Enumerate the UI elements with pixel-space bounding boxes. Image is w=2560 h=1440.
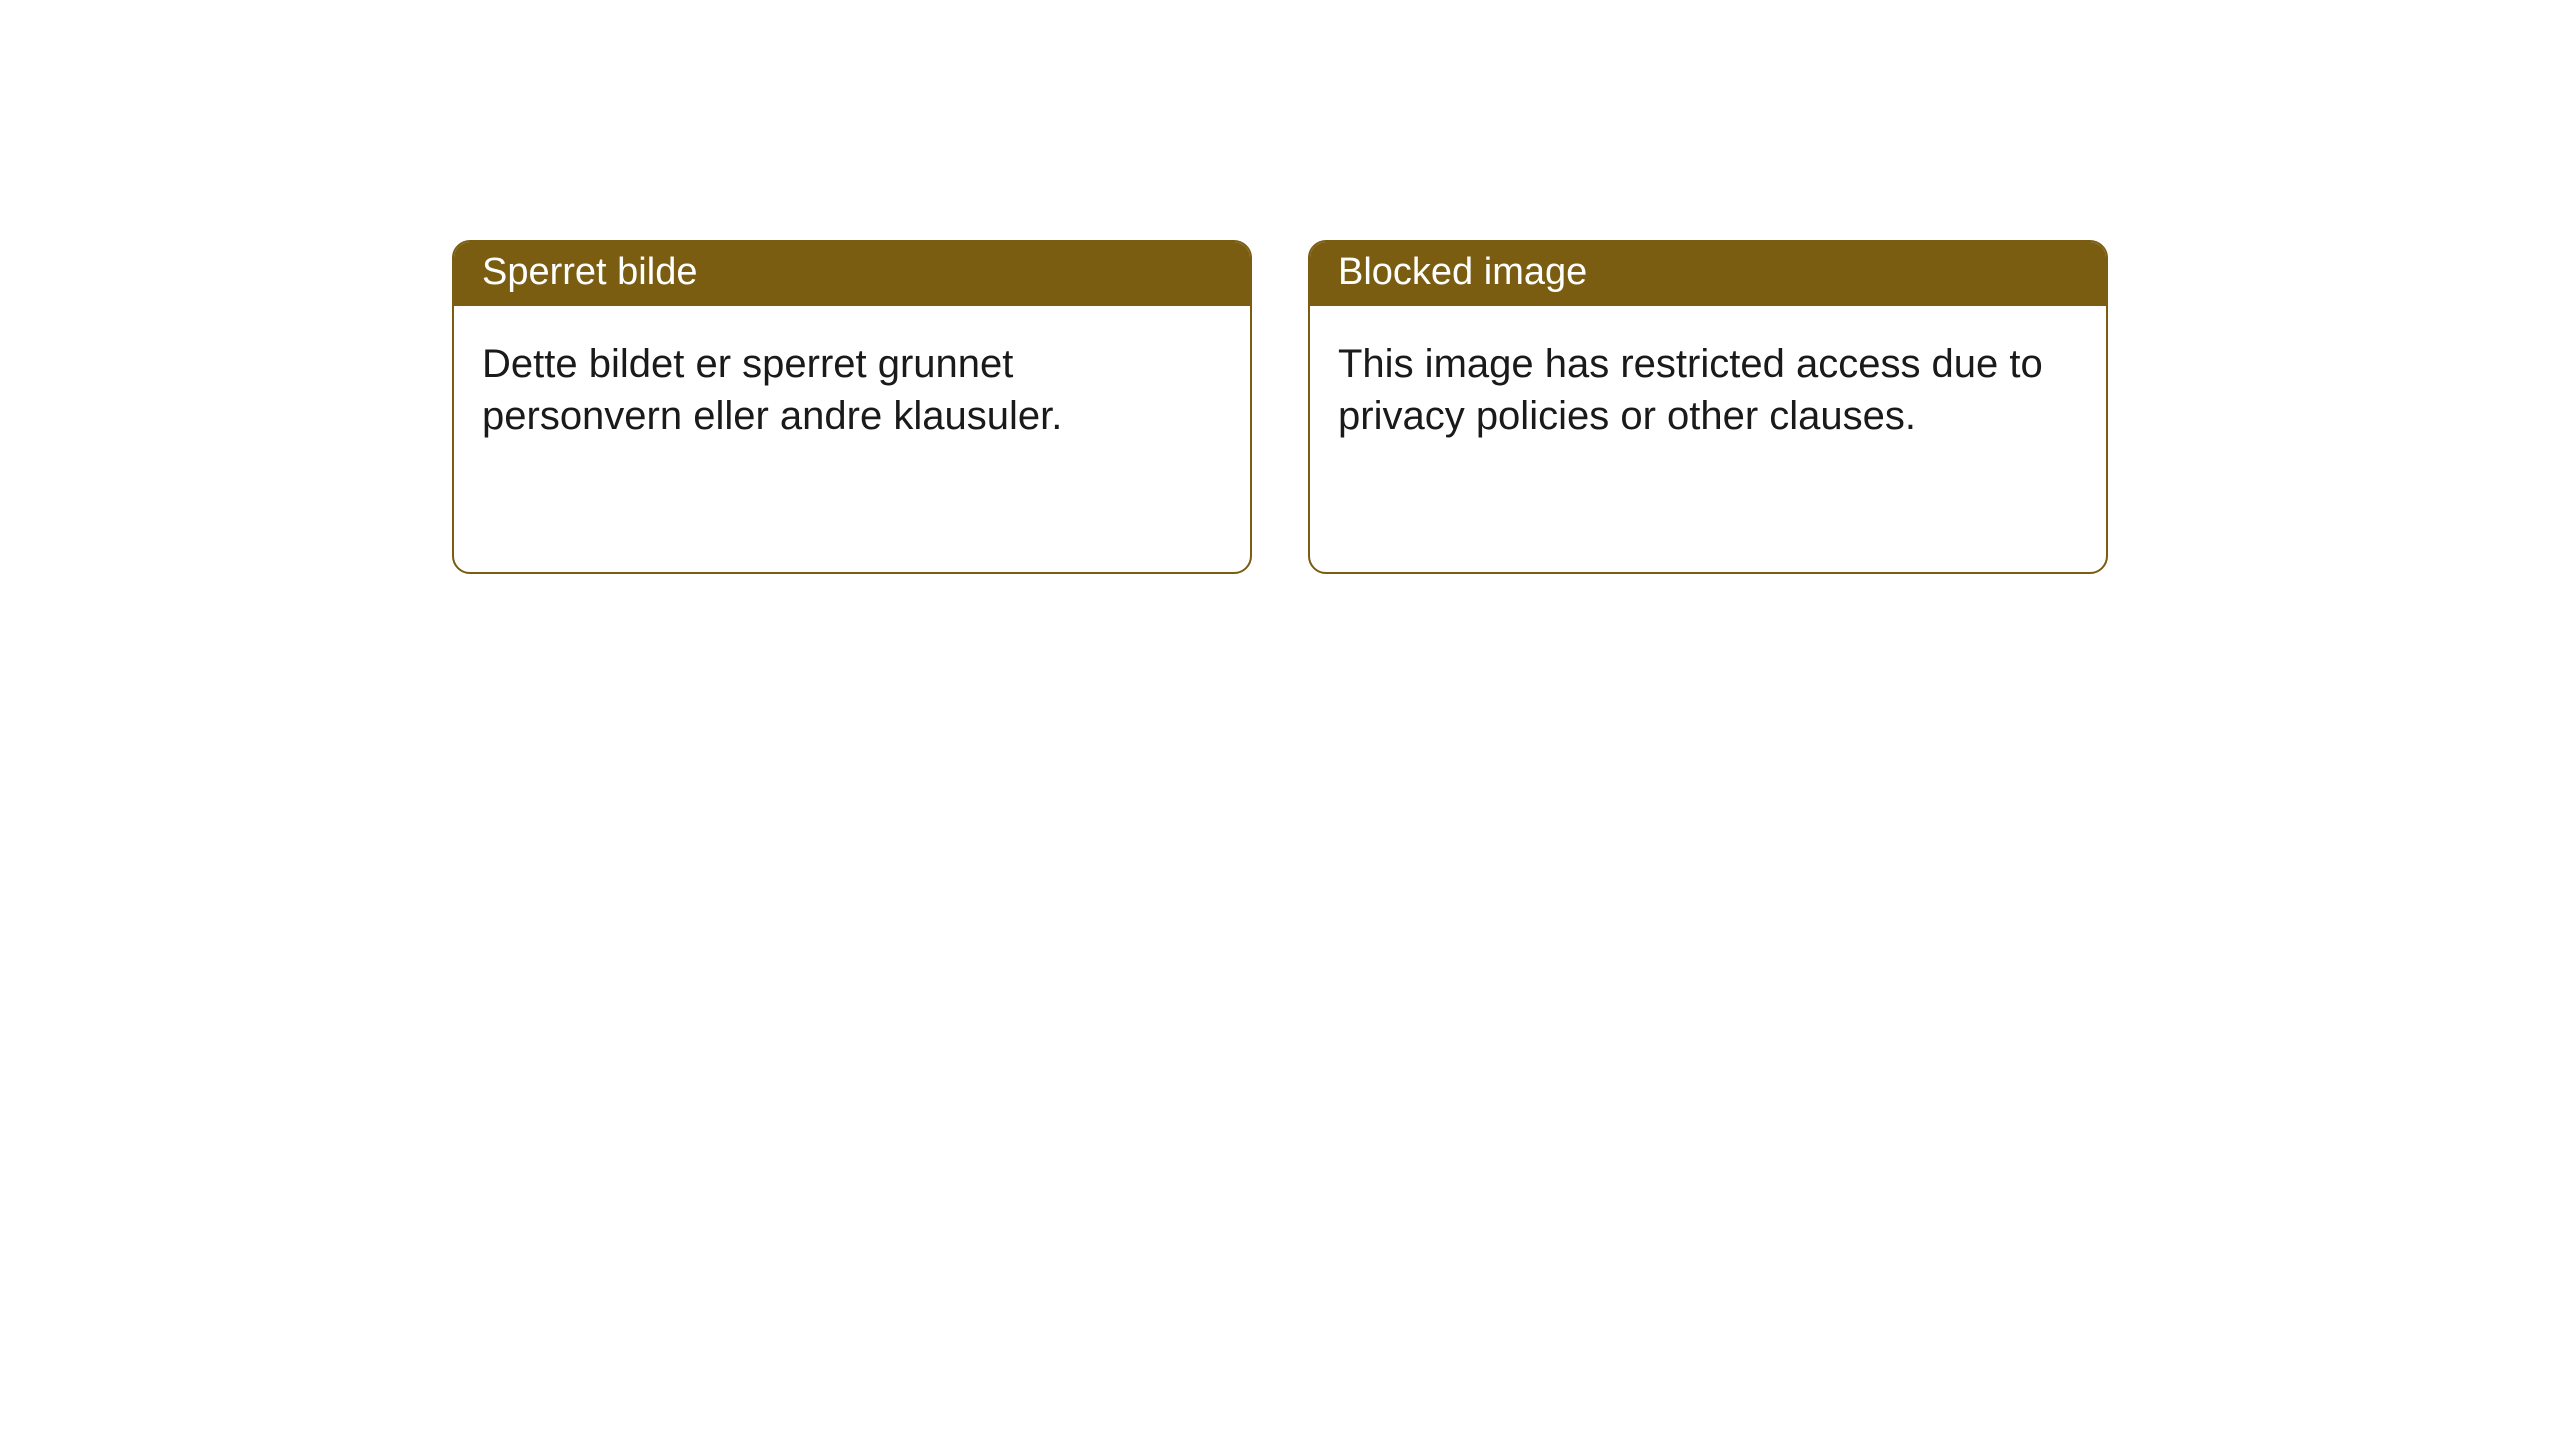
notice-card-norwegian: Sperret bilde Dette bildet er sperret gr…: [452, 240, 1252, 574]
notice-card-english: Blocked image This image has restricted …: [1308, 240, 2108, 574]
card-container: Sperret bilde Dette bildet er sperret gr…: [452, 240, 2108, 574]
card-body-text: Dette bildet er sperret grunnet personve…: [454, 306, 1250, 474]
card-body-text: This image has restricted access due to …: [1310, 306, 2106, 474]
card-title: Blocked image: [1310, 242, 2106, 306]
card-title: Sperret bilde: [454, 242, 1250, 306]
